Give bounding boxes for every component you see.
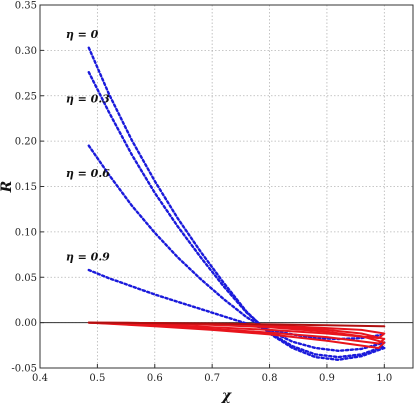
y-tick-label: 0.25: [15, 91, 37, 102]
grid-lines: [39, 4, 413, 369]
series-line-8: [87, 321, 386, 328]
annotation-label-4: η = 0.9: [66, 250, 110, 263]
y-tick-label: 0.00: [15, 318, 37, 329]
series-line-7: [87, 321, 386, 349]
x-tick-label: 0.5: [89, 373, 105, 384]
y-axis-label: R: [0, 181, 15, 194]
y-tick-label: 0.20: [15, 137, 37, 148]
x-axis-label: χ: [221, 388, 232, 404]
y-tick-label: 0.30: [15, 46, 37, 57]
series-layer: [87, 46, 386, 361]
annotations-layer: η = 0 η = 0.3 η = 0.6 η = 0.9: [66, 28, 110, 263]
x-tick-label: 0.9: [319, 373, 335, 384]
axis-ticks: 0.4 0.5 0.6 0.7 0.8 0.9 1.0 -0.05 0.00 0.05 0.10 0.…: [11, 1, 392, 385]
series-line-2: [87, 71, 386, 359]
y-tick-label: 0.10: [15, 227, 37, 238]
series-line-1: [87, 46, 386, 361]
annotation-label-1: η = 0: [66, 28, 99, 41]
series-line-3: [87, 144, 386, 352]
y-tick-label: 0.05: [15, 273, 37, 284]
x-tick-label: 0.4: [32, 373, 48, 384]
x-tick-label: 0.7: [204, 373, 220, 384]
y-tick-label: 0.15: [15, 182, 37, 193]
annotation-label-3: η = 0.6: [66, 167, 110, 180]
x-tick-label: 1.0: [376, 373, 392, 384]
x-tick-label: 0.6: [147, 373, 163, 384]
y-tick-label: 0.35: [15, 1, 37, 12]
x-tick-label: 0.8: [262, 373, 278, 384]
annotation-label-2: η = 0.3: [66, 92, 110, 105]
y-tick-label: -0.05: [11, 364, 37, 375]
